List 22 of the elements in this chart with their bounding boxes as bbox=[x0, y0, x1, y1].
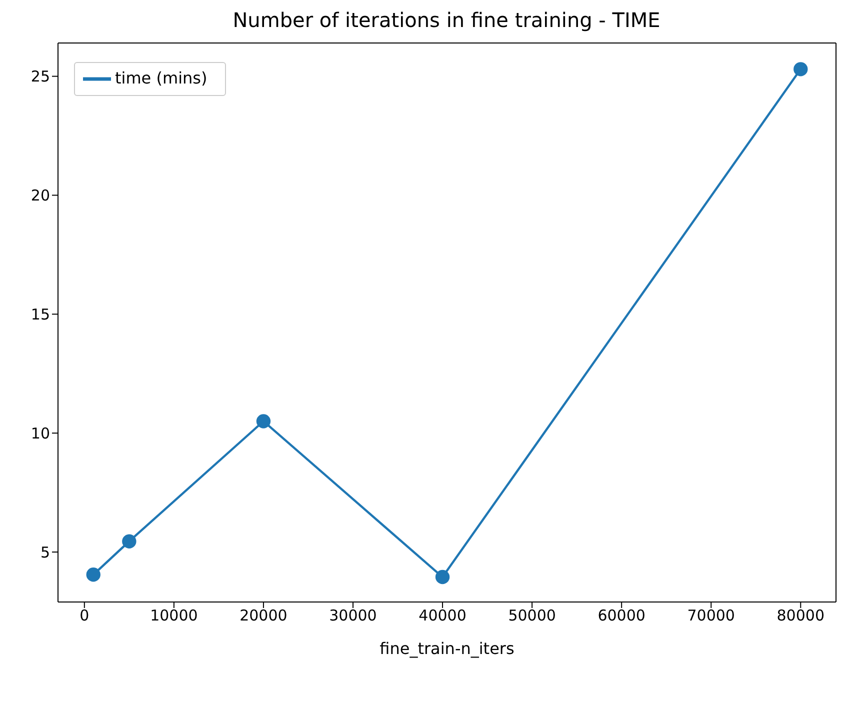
x-tick-label: 10000 bbox=[150, 606, 198, 625]
y-tick-label: 25 bbox=[30, 68, 50, 86]
x-tick-label: 60000 bbox=[598, 606, 646, 625]
point bbox=[435, 570, 450, 584]
legend-label: time (mins) bbox=[115, 68, 208, 88]
x-tick-label: 50000 bbox=[508, 606, 556, 625]
x-tick-label: 20000 bbox=[240, 606, 288, 625]
y-tick-label: 5 bbox=[40, 543, 50, 562]
x-tick-label: 40000 bbox=[418, 606, 466, 625]
point bbox=[256, 414, 271, 428]
x-tick-label: 30000 bbox=[329, 606, 377, 625]
chart-title: Number of iterations in fine training - TIME bbox=[232, 8, 662, 32]
x-tick-label: 0 bbox=[80, 606, 90, 625]
x-tick-label: 80000 bbox=[776, 606, 824, 625]
x-tick-label: 70000 bbox=[687, 606, 735, 625]
point bbox=[794, 62, 808, 76]
point bbox=[86, 568, 100, 582]
x-axis-title: fine_train-n_iters bbox=[380, 639, 514, 658]
y-tick-label: 15 bbox=[30, 306, 50, 324]
y-tick-label: 10 bbox=[30, 424, 50, 442]
point bbox=[122, 534, 136, 548]
y-tick-label: 20 bbox=[30, 186, 50, 205]
